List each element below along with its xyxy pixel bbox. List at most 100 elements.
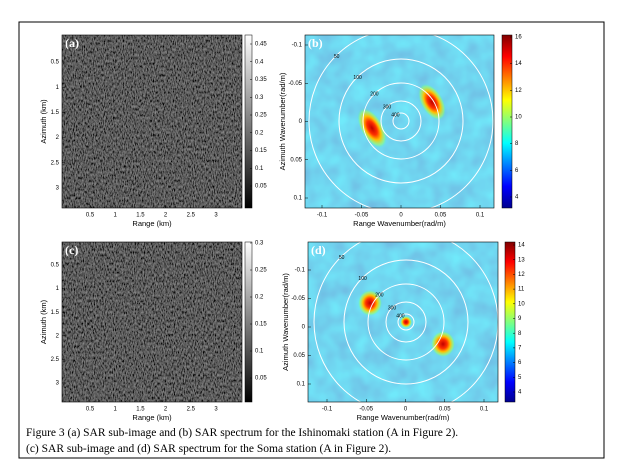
x-tick-label: -0.1	[317, 213, 328, 219]
contour-label: 200	[370, 92, 379, 98]
caption-line: (c) SAR sub-image and (d) SAR spectrum f…	[26, 443, 391, 455]
spectral-peak	[418, 83, 446, 121]
x-tick-label: -0.1	[322, 407, 333, 413]
y-axis-label: Azimuth (km)	[39, 99, 48, 144]
colorbar-tick-label: 0.1	[255, 349, 264, 355]
y-tick-label: 0.1	[294, 196, 303, 202]
colorbar-tick-label: 16	[515, 35, 522, 41]
colorbar-tick-label: 0.3	[255, 95, 264, 101]
spectral-peak	[400, 316, 412, 328]
y-tick-label: 2	[56, 333, 60, 339]
x-tick-label: -0.05	[355, 213, 369, 219]
axes-frame	[61, 241, 243, 403]
colorbar-tick-label: 0.05	[255, 376, 267, 382]
x-tick-label: 1	[114, 213, 118, 219]
colorbar-tick-label: 0.1	[255, 166, 264, 172]
colorbar-tick-label: 0.05	[255, 184, 267, 190]
x-axis-label: Range (km)	[132, 413, 172, 422]
colorbar-tick-label: 0.25	[255, 268, 267, 274]
colorbar-tick-label: 14	[515, 61, 522, 67]
spectral-peak	[357, 108, 387, 148]
y-tick-label: 3	[56, 186, 60, 192]
panel-label: (d)	[311, 243, 326, 257]
colorbar-tick-label: 12	[518, 272, 525, 278]
colorbar-tick-label: 10	[518, 301, 525, 307]
y-tick-label: -0.1	[295, 268, 306, 274]
x-tick-label: 3	[214, 407, 218, 413]
contour	[397, 313, 415, 331]
x-axis-label: Range (km)	[132, 219, 172, 228]
contour-label: 300	[383, 104, 392, 110]
contour	[338, 58, 464, 184]
contour-label: 400	[391, 113, 400, 119]
colorbar-tick-label: 0.4	[255, 59, 264, 65]
colorbar-tick-label: 8	[515, 141, 519, 147]
contour	[385, 301, 427, 343]
colorbar-tick-label: 11	[518, 287, 525, 293]
y-tick-label: 1	[56, 286, 60, 292]
colorbar-tick-label: 0.15	[255, 322, 267, 328]
y-tick-label: 0.05	[290, 157, 302, 163]
contour	[362, 82, 440, 160]
x-tick-label: 2.5	[187, 407, 196, 413]
contour-label: 300	[388, 305, 397, 311]
x-axis-label: Range Wavenumber(rad/m)	[357, 413, 450, 422]
panel-label: (c)	[65, 243, 78, 257]
colorbar-tick-label: 14	[518, 243, 525, 249]
colorbar-tick-label: 0.15	[255, 148, 267, 154]
colorbar	[501, 34, 513, 209]
contour-label: 200	[375, 293, 384, 299]
y-tick-label: 0	[302, 325, 306, 331]
x-tick-label: 0.05	[439, 407, 451, 413]
colorbar-tick-label: 9	[518, 316, 522, 322]
colorbar-tick-label: 0.3	[255, 241, 264, 247]
x-tick-label: -0.05	[359, 407, 373, 413]
y-axis-label: Azimuth Wavenumber(rad/m)	[278, 72, 287, 170]
x-tick-label: 2	[164, 213, 168, 219]
x-tick-label: 3	[214, 213, 218, 219]
colorbar-tick-label: 0.25	[255, 113, 267, 119]
colorbar-tick-label: 0.2	[255, 295, 264, 301]
panel-label: (b)	[308, 36, 323, 50]
y-tick-label: 0.05	[293, 353, 305, 359]
colorbar-tick-label: 13	[518, 257, 525, 263]
x-axis-label: Range Wavenumber(rad/m)	[353, 219, 446, 228]
y-tick-label: 3	[56, 381, 60, 387]
x-tick-label: 1	[114, 407, 118, 413]
contour	[343, 259, 469, 385]
sar-texture	[62, 242, 242, 402]
contour	[380, 100, 422, 142]
y-tick-label: 1.5	[51, 310, 60, 316]
x-tick-label: 0.1	[476, 213, 485, 219]
y-tick-label: 1	[56, 85, 60, 91]
axes-frame	[61, 34, 243, 209]
colorbar-tick-label: 0.45	[255, 42, 267, 48]
axes-frame	[307, 241, 499, 403]
contour	[367, 283, 445, 361]
y-axis-label: Azimuth (km)	[39, 299, 48, 344]
y-tick-label: 0.5	[51, 263, 60, 269]
contour-label: 100	[358, 276, 367, 282]
y-tick-label: 2.5	[51, 160, 60, 166]
spectrum-texture	[305, 35, 494, 208]
y-tick-label: 0	[299, 119, 303, 125]
x-tick-label: 0.5	[86, 407, 95, 413]
y-tick-label: 1.5	[51, 110, 60, 116]
colorbar-tick-label: 12	[515, 88, 522, 94]
colorbar-tick-label: 0.2	[255, 130, 264, 136]
colorbar-tick-label: 6	[518, 360, 522, 366]
x-tick-label: 0	[404, 407, 408, 413]
y-axis-label: Azimuth Wavenumber(rad/m)	[281, 273, 290, 371]
x-tick-label: 0.5	[86, 213, 95, 219]
caption-line: Figure 3 (a) SAR sub-image and (b) SAR s…	[26, 427, 458, 439]
colorbar	[244, 34, 253, 209]
contour	[308, 28, 494, 214]
x-tick-label: 1.5	[136, 213, 145, 219]
colorbar	[504, 241, 516, 403]
y-tick-label: 0.1	[297, 382, 306, 388]
colorbar-tick-label: 10	[515, 115, 522, 121]
contour	[392, 112, 410, 130]
x-tick-label: 0.05	[435, 213, 447, 219]
y-tick-label: 2	[56, 135, 60, 141]
